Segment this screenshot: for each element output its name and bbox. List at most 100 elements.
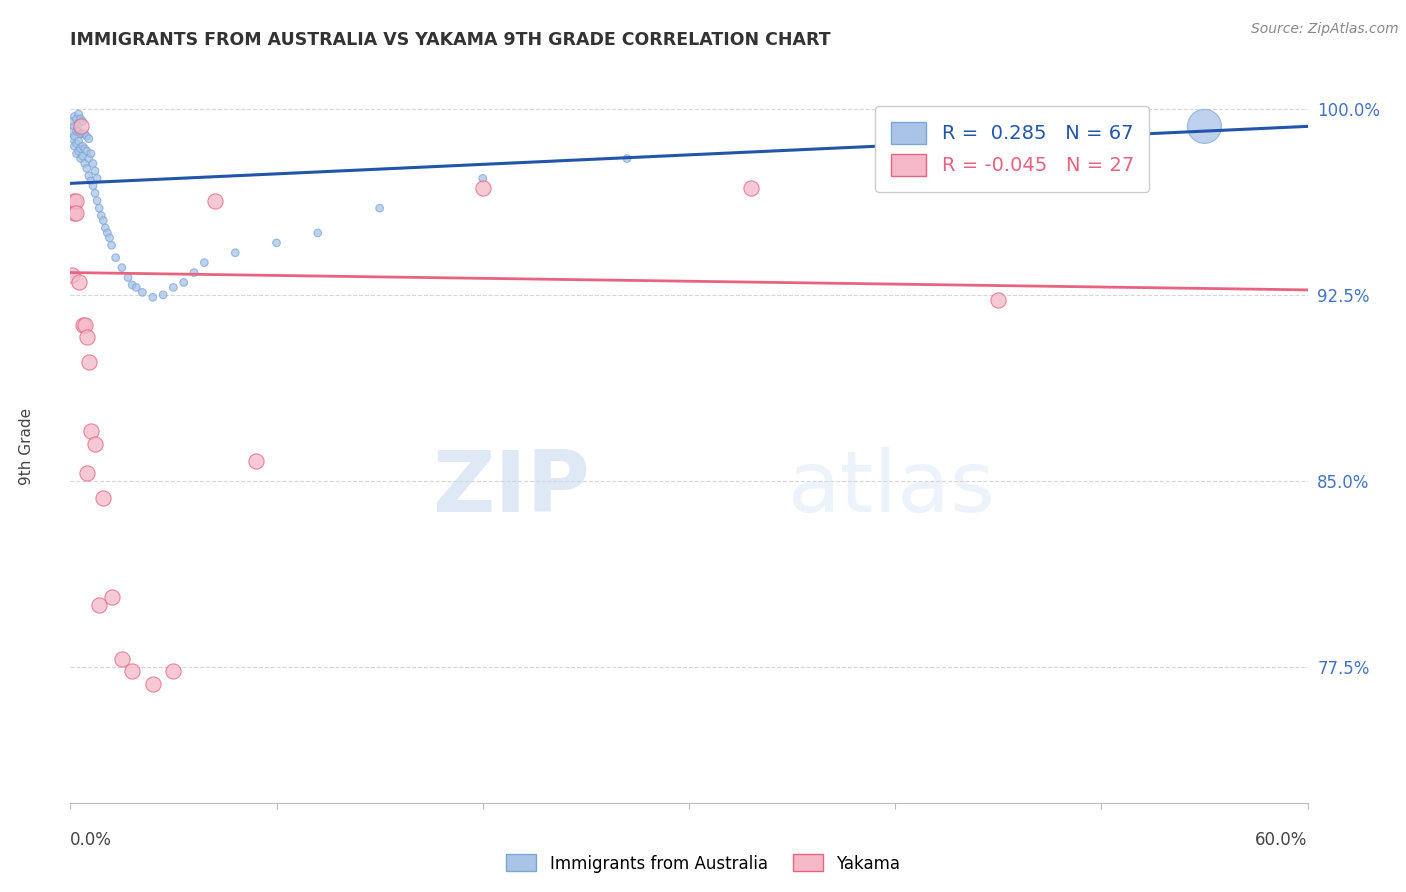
Text: Source: ZipAtlas.com: Source: ZipAtlas.com	[1251, 22, 1399, 37]
Point	[96, 226, 118, 240]
Point	[104, 251, 127, 265]
Text: IMMIGRANTS FROM AUSTRALIA VS YAKAMA 9TH GRADE CORRELATION CHART: IMMIGRANTS FROM AUSTRALIA VS YAKAMA 9TH …	[70, 31, 831, 49]
Point	[72, 149, 94, 163]
Point	[224, 245, 246, 260]
Point	[307, 226, 329, 240]
Point	[72, 318, 94, 332]
Text: 9th Grade: 9th Grade	[20, 408, 35, 484]
Point	[63, 120, 86, 134]
Point	[63, 206, 86, 220]
Point	[82, 156, 104, 170]
Point	[63, 194, 86, 208]
Point	[152, 288, 174, 302]
Point	[69, 112, 91, 126]
Point	[121, 665, 143, 679]
Point	[98, 231, 121, 245]
Point	[76, 129, 98, 144]
Point	[90, 209, 112, 223]
Point	[91, 213, 114, 227]
Point	[73, 142, 96, 156]
Text: 0.0%: 0.0%	[70, 831, 112, 849]
Point	[65, 194, 87, 208]
Point	[73, 156, 96, 170]
Point	[111, 260, 134, 275]
Point	[471, 171, 494, 186]
Point	[125, 280, 148, 294]
Point	[94, 221, 117, 235]
Point	[73, 127, 96, 141]
Point	[67, 117, 90, 131]
Point	[91, 491, 114, 505]
Point	[245, 454, 267, 468]
Point	[162, 280, 184, 294]
Point	[80, 174, 103, 188]
Text: 60.0%: 60.0%	[1256, 831, 1308, 849]
Point	[111, 652, 134, 666]
Point	[193, 255, 215, 269]
Point	[65, 206, 87, 220]
Point	[67, 134, 90, 148]
Point	[121, 277, 143, 292]
Text: ZIP: ZIP	[432, 447, 591, 531]
Point	[65, 136, 87, 151]
Point	[162, 665, 184, 679]
Point	[616, 152, 638, 166]
Point	[63, 110, 86, 124]
Point	[82, 178, 104, 193]
Point	[76, 467, 98, 481]
Point	[266, 235, 288, 250]
Point	[76, 144, 98, 158]
Point	[142, 677, 165, 691]
Point	[1194, 120, 1216, 134]
Point	[77, 152, 100, 166]
Point	[173, 276, 195, 290]
Point	[204, 194, 226, 208]
Point	[84, 164, 107, 178]
Point	[77, 132, 100, 146]
Point	[471, 181, 494, 195]
Point	[368, 201, 391, 215]
Point	[76, 330, 98, 344]
Point	[63, 129, 86, 144]
Point	[72, 139, 94, 153]
Point	[987, 293, 1010, 307]
Text: atlas: atlas	[787, 447, 995, 531]
Point	[84, 186, 107, 201]
Point	[60, 268, 83, 282]
Point	[72, 114, 94, 128]
Legend: R =  0.285   N = 67, R = -0.045   N = 27: R = 0.285 N = 67, R = -0.045 N = 27	[876, 106, 1149, 192]
Point	[63, 139, 86, 153]
Point	[77, 355, 100, 369]
Point	[67, 107, 90, 121]
Point	[89, 201, 111, 215]
Point	[183, 266, 205, 280]
Point	[69, 142, 91, 156]
Point	[86, 171, 108, 186]
Legend: Immigrants from Australia, Yakama: Immigrants from Australia, Yakama	[499, 847, 907, 880]
Point	[84, 436, 107, 450]
Point	[69, 120, 91, 134]
Point	[131, 285, 153, 300]
Point	[86, 194, 108, 208]
Point	[65, 124, 87, 138]
Point	[67, 276, 90, 290]
Point	[60, 114, 83, 128]
Point	[65, 146, 87, 161]
Point	[73, 318, 96, 332]
Point	[72, 127, 94, 141]
Point	[80, 146, 103, 161]
Point	[60, 124, 83, 138]
Point	[740, 181, 762, 195]
Point	[80, 424, 103, 438]
Point	[67, 144, 90, 158]
Point	[100, 590, 122, 604]
Point	[77, 169, 100, 183]
Point	[69, 152, 91, 166]
Point	[69, 127, 91, 141]
Point	[117, 270, 139, 285]
Point	[60, 132, 83, 146]
Point	[89, 598, 111, 612]
Point	[142, 290, 165, 304]
Point	[100, 238, 122, 252]
Point	[67, 124, 90, 138]
